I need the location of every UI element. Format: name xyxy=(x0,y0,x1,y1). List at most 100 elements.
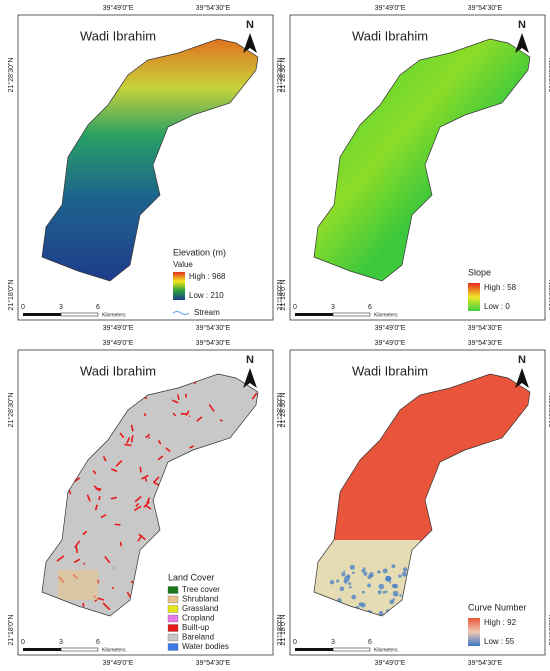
north-label: N xyxy=(518,19,526,31)
watershed-outline xyxy=(41,38,259,282)
lon-label: 39°49'0"E xyxy=(375,4,406,12)
watershed xyxy=(314,374,530,616)
legend-low: Low : 55 xyxy=(484,637,515,646)
built-up-patch xyxy=(82,602,85,607)
watershed xyxy=(314,39,530,281)
legend-swatch xyxy=(167,633,179,642)
built-up-patch xyxy=(143,501,150,508)
scale-label: 6 xyxy=(368,304,372,311)
lat-label: 21°28'30"N xyxy=(276,392,284,427)
cn-patch xyxy=(399,594,402,597)
built-up-patch xyxy=(139,466,142,473)
lat-label: 21°18'0"N xyxy=(279,279,287,310)
lat-label: 21°28'30"N xyxy=(279,57,287,92)
scale-unit: Kilometers xyxy=(102,647,126,653)
cn-patch xyxy=(339,586,345,592)
cn-patch xyxy=(361,568,366,573)
map-title: Wadi Ibrahim xyxy=(352,363,428,378)
lon-label: 39°49'0"E xyxy=(375,324,406,332)
legend-low: Low : 210 xyxy=(189,291,224,300)
legend-swatch xyxy=(167,643,179,651)
lat-label: 21°28'30"N xyxy=(548,392,550,427)
lon-label: 39°49'0"E xyxy=(103,4,134,12)
legend-swatch xyxy=(167,605,179,613)
scale-bar xyxy=(295,313,333,316)
cn-patch xyxy=(398,574,402,578)
legend-ramp-bar xyxy=(173,272,185,300)
lon-label: 39°49'0"E xyxy=(103,339,134,347)
legend-item: Built-up xyxy=(182,623,210,632)
lon-label: 39°49'0"E xyxy=(103,659,134,667)
north-label: N xyxy=(246,19,254,31)
built-up-patch xyxy=(172,412,177,417)
legend-swatch xyxy=(167,624,179,632)
built-up-patch xyxy=(119,541,123,547)
map-title: Wadi Ibrahim xyxy=(352,28,428,43)
cn-patch xyxy=(348,582,352,586)
built-up-patch xyxy=(102,455,107,462)
scale-label: 0 xyxy=(21,639,25,646)
watershed-outline xyxy=(41,373,259,617)
cn-patch xyxy=(392,590,399,597)
legend-item: Tree cover xyxy=(182,585,220,594)
cn-patch xyxy=(349,564,355,570)
lon-label: 39°54'30"E xyxy=(196,339,231,347)
legend-stream xyxy=(172,311,190,315)
built-up-patch xyxy=(146,497,151,504)
legend-stream-label: Stream xyxy=(194,308,220,317)
cn-patch xyxy=(343,579,348,584)
legend-title: Curve Number xyxy=(468,602,527,612)
cn-patch xyxy=(358,602,363,607)
lat-label: 21°18'0"N xyxy=(7,279,15,310)
built-up-patch xyxy=(93,485,101,492)
scale-bar xyxy=(23,648,61,651)
scale-label: 3 xyxy=(331,304,335,311)
watershed-fill xyxy=(314,39,530,281)
lat-label: 21°28'30"N xyxy=(7,392,15,427)
built-up-patch xyxy=(138,533,146,541)
legend-high: High : 968 xyxy=(189,272,226,281)
scale-label: 0 xyxy=(293,639,297,646)
built-up-patch xyxy=(86,494,91,502)
cn-patch xyxy=(341,572,346,577)
lon-label: 39°54'30"E xyxy=(196,324,231,332)
scale-label: 6 xyxy=(96,304,100,311)
built-up-patch xyxy=(56,555,65,562)
lon-label: 39°54'30"E xyxy=(468,324,503,332)
cn-patch xyxy=(391,564,396,569)
cn-patch xyxy=(382,568,388,574)
built-up-patch xyxy=(133,505,142,512)
built-up-patch xyxy=(83,562,86,565)
lon-label: 39°54'30"E xyxy=(468,4,503,12)
lon-label: 39°49'0"E xyxy=(103,324,134,332)
north-label: N xyxy=(518,354,526,366)
built-up-patch xyxy=(135,503,140,508)
lat-label: 21°18'0"N xyxy=(276,279,284,310)
lon-label: 39°49'0"E xyxy=(375,659,406,667)
built-up-patch xyxy=(219,419,223,422)
built-up-patch xyxy=(176,394,180,401)
lat-label: 21°18'0"N xyxy=(548,279,550,310)
built-up-patch xyxy=(100,513,107,519)
built-up-patch xyxy=(157,455,164,461)
lon-label: 39°54'30"E xyxy=(468,339,503,347)
built-up-patch xyxy=(134,495,142,503)
cn-patch xyxy=(385,575,391,582)
built-up-patch xyxy=(98,495,101,501)
built-up-patch xyxy=(124,443,132,447)
built-up-patch xyxy=(111,586,115,590)
built-up-patch xyxy=(82,530,88,536)
built-up-patch xyxy=(172,399,179,404)
lon-label: 39°54'30"E xyxy=(196,4,231,12)
legend-swatch xyxy=(167,614,179,623)
cn-patch xyxy=(352,571,355,575)
lon-label: 39°54'30"E xyxy=(468,659,503,667)
scale-bar xyxy=(23,313,61,316)
cn-patch xyxy=(382,590,386,594)
legend-low: Low : 0 xyxy=(484,302,510,311)
north-arrow xyxy=(243,368,257,388)
legend-swatch xyxy=(167,586,179,594)
legend-title: Slope xyxy=(468,267,491,277)
north-arrow xyxy=(243,33,257,53)
